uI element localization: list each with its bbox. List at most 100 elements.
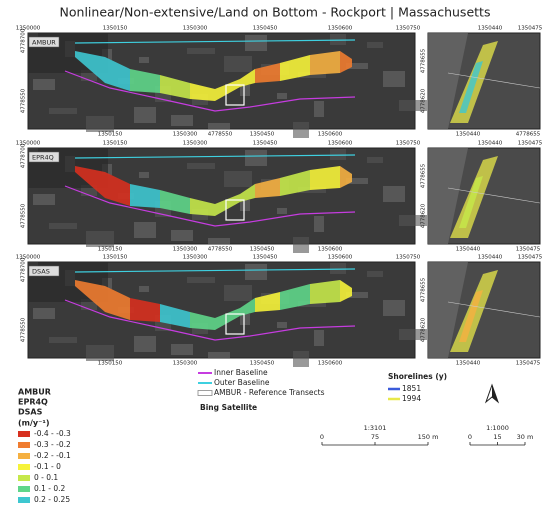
terrain <box>187 277 215 283</box>
inset-bottom-tick-label: 1350475 <box>516 247 541 253</box>
inset-change <box>459 176 483 228</box>
terrain <box>240 85 250 96</box>
inset-top-tick-label: 1350440 <box>478 255 503 261</box>
terrain <box>139 286 149 292</box>
legend-method: EPR4Q <box>18 398 48 407</box>
legend-method: DSAS <box>18 408 43 417</box>
north-arrow <box>484 383 500 404</box>
terrain <box>399 329 427 340</box>
top-tick-label: 1350450 <box>253 255 278 261</box>
inset-transect <box>447 301 541 318</box>
scale-label: 30 m <box>517 433 534 441</box>
terrain <box>171 230 193 241</box>
bottom-tick-label: 4778550 <box>208 132 233 138</box>
terrain <box>245 264 267 280</box>
shoreline-change <box>310 51 340 75</box>
shoreline-change <box>105 172 130 206</box>
terrain <box>399 100 427 111</box>
top-tick-label: 1350150 <box>103 26 128 32</box>
inset-transect <box>447 187 541 204</box>
legend-swatch <box>18 431 30 437</box>
inset-change <box>459 290 483 342</box>
inset-terrain <box>428 262 468 358</box>
shoreline-change <box>280 55 310 81</box>
inset-bottom-tick-label: 1350475 <box>516 361 541 367</box>
terrain <box>346 292 368 298</box>
shoreline-change <box>340 166 352 188</box>
terrain <box>33 194 55 205</box>
bottom-tick-label: 1350150 <box>98 247 123 253</box>
terrain <box>277 322 287 328</box>
terrain <box>346 178 368 184</box>
top-tick-label: 1350000 <box>16 26 41 32</box>
inset-top-tick-label: 1350475 <box>518 141 543 147</box>
terrain <box>139 57 149 63</box>
shoreline-change <box>160 190 190 214</box>
terrain <box>139 172 149 178</box>
terrain <box>330 149 346 160</box>
title: Nonlinear/Non-extensive/Land on Bottom -… <box>60 5 491 20</box>
shoreline-change <box>160 304 190 328</box>
terrain <box>314 216 324 232</box>
terrain <box>240 314 250 325</box>
panel-label-box <box>28 265 60 277</box>
scale-label: 0 <box>468 433 472 441</box>
bottom-tick-label: 1350300 <box>173 361 198 367</box>
shoreline-change <box>310 166 340 190</box>
scale-label: 15 <box>493 433 501 441</box>
top-tick-label: 1350750 <box>396 26 421 32</box>
shoreline-change <box>130 298 160 322</box>
terrain <box>224 285 252 301</box>
shoreline-change <box>340 280 352 302</box>
legend-class: 0 - 0.1 <box>34 473 58 482</box>
inner-baseline <box>64 70 356 112</box>
inset-left-tick-label: 4778655 <box>421 48 427 73</box>
terrain <box>81 185 97 196</box>
panel-label: EPR4Q <box>32 154 54 162</box>
terrain <box>33 79 55 90</box>
top-tick-label: 1350300 <box>183 255 208 261</box>
terrain <box>224 56 252 72</box>
terrain <box>293 237 309 253</box>
legend-line-label: Outer Baseline <box>214 378 270 387</box>
zoom-box <box>225 84 245 106</box>
shoreline-change <box>190 198 215 216</box>
inset-left-tick-label: 4778655 <box>421 277 427 302</box>
legend-swatch <box>18 475 30 481</box>
outer-baseline <box>74 39 356 44</box>
top-tick-label: 1350000 <box>16 255 41 261</box>
shoreline-change <box>75 166 105 198</box>
inset-bottom-tick-label: 1350440 <box>456 132 481 138</box>
terrain <box>298 301 326 307</box>
inner-baseline <box>64 185 356 227</box>
terrain <box>187 48 215 54</box>
inset-bottom-tick-label: 4778655 <box>516 132 541 138</box>
legend-class: -0.4 - -0.3 <box>34 429 71 438</box>
shoreline-change <box>280 170 310 196</box>
left-tick-label: 4778700 <box>21 257 27 282</box>
terrain <box>367 42 383 48</box>
terrain <box>314 101 324 117</box>
terrain <box>171 344 193 355</box>
legend-class: -0.3 - -0.2 <box>34 440 71 449</box>
scale-ratio: 1:1000 <box>486 424 509 432</box>
inset-top-tick-label: 1350475 <box>518 255 543 261</box>
top-tick-label: 1350600 <box>328 141 353 147</box>
terrain <box>399 215 427 226</box>
legend-swatch <box>18 453 30 459</box>
scale-label: 0 <box>320 433 324 441</box>
shoreline-change <box>190 312 215 330</box>
terrain <box>208 352 230 358</box>
inset-bottom-tick-label: 1350440 <box>456 361 481 367</box>
bottom-tick-label: 1350600 <box>318 132 343 138</box>
terrain <box>298 187 326 193</box>
legend-method: AMBUR <box>18 388 51 397</box>
outer-baseline <box>74 154 356 159</box>
panel-label: DSAS <box>32 268 50 276</box>
left-tick-label: 4778550 <box>21 203 27 228</box>
terrain <box>346 63 368 69</box>
legend-transect <box>197 390 213 396</box>
terrain <box>49 108 77 114</box>
inset-bottom-tick-label: 1350440 <box>456 247 481 253</box>
shoreline-change <box>280 284 310 310</box>
